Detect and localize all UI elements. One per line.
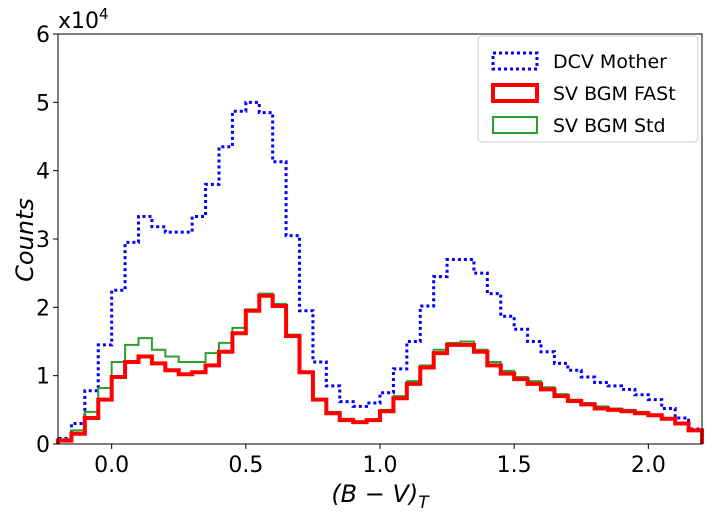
y-tick-label: 2 (36, 296, 50, 321)
legend-label: SV BGM Std (553, 115, 666, 137)
multiplier-base: x10 (58, 9, 99, 34)
x-axis-label: (B − V)T (331, 480, 430, 513)
x-axis-label-main: (B − V) (331, 480, 418, 508)
plot-lines (56, 100, 704, 444)
y-tick-label: 1 (36, 365, 50, 390)
series-line-dcv-mother (56, 100, 704, 444)
y-axis-ticks: 0 1 2 3 4 5 6 (36, 23, 58, 458)
y-axis-label: Counts (11, 198, 39, 282)
x-tick-label: 1.0 (363, 453, 398, 478)
x-tick-label: 2.0 (631, 453, 666, 478)
y-tick-label: 6 (36, 23, 50, 48)
axis-multiplier: x104 (58, 5, 109, 34)
y-tick-label: 5 (36, 91, 50, 116)
legend-label: DCV Mother (553, 51, 667, 73)
x-tick-label: 0.0 (94, 453, 129, 478)
x-tick-label: 1.5 (497, 453, 532, 478)
y-tick-label: 3 (36, 228, 50, 253)
series-line-sv-bgm-fast (56, 293, 704, 444)
x-axis-label-subscript: T (418, 493, 430, 513)
legend-swatch (492, 116, 538, 134)
legend-box (477, 35, 699, 143)
legend-label: SV BGM FASt (553, 83, 676, 105)
y-tick-label: 4 (36, 160, 50, 185)
x-axis-ticks: 0.0 0.5 1.0 1.5 2.0 (94, 444, 666, 478)
multiplier-exponent: 4 (99, 5, 109, 23)
x-tick-label: 0.5 (228, 453, 263, 478)
legend-swatch (491, 83, 539, 103)
legend: DCV Mother SV BGM FASt SV BGM Std (477, 35, 699, 143)
y-tick-label: 0 (36, 433, 50, 458)
